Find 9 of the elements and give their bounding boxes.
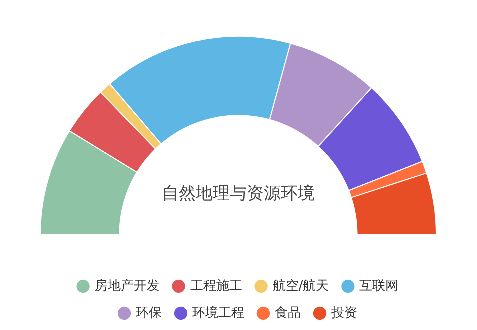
legend-label: 房地产开发 (94, 278, 160, 294)
legend-label: 食品 (275, 306, 301, 321)
text: 自然地理与资源环境 (162, 184, 315, 204)
legend-label: 环境工程 (192, 304, 244, 321)
legend-label: 工程施工 (190, 278, 242, 294)
legend-label: 环保 (136, 306, 162, 321)
legend-label: 投资 (330, 306, 358, 321)
legend-label: 航空/航天 (272, 278, 330, 294)
legend-label: 互联网 (360, 278, 399, 294)
